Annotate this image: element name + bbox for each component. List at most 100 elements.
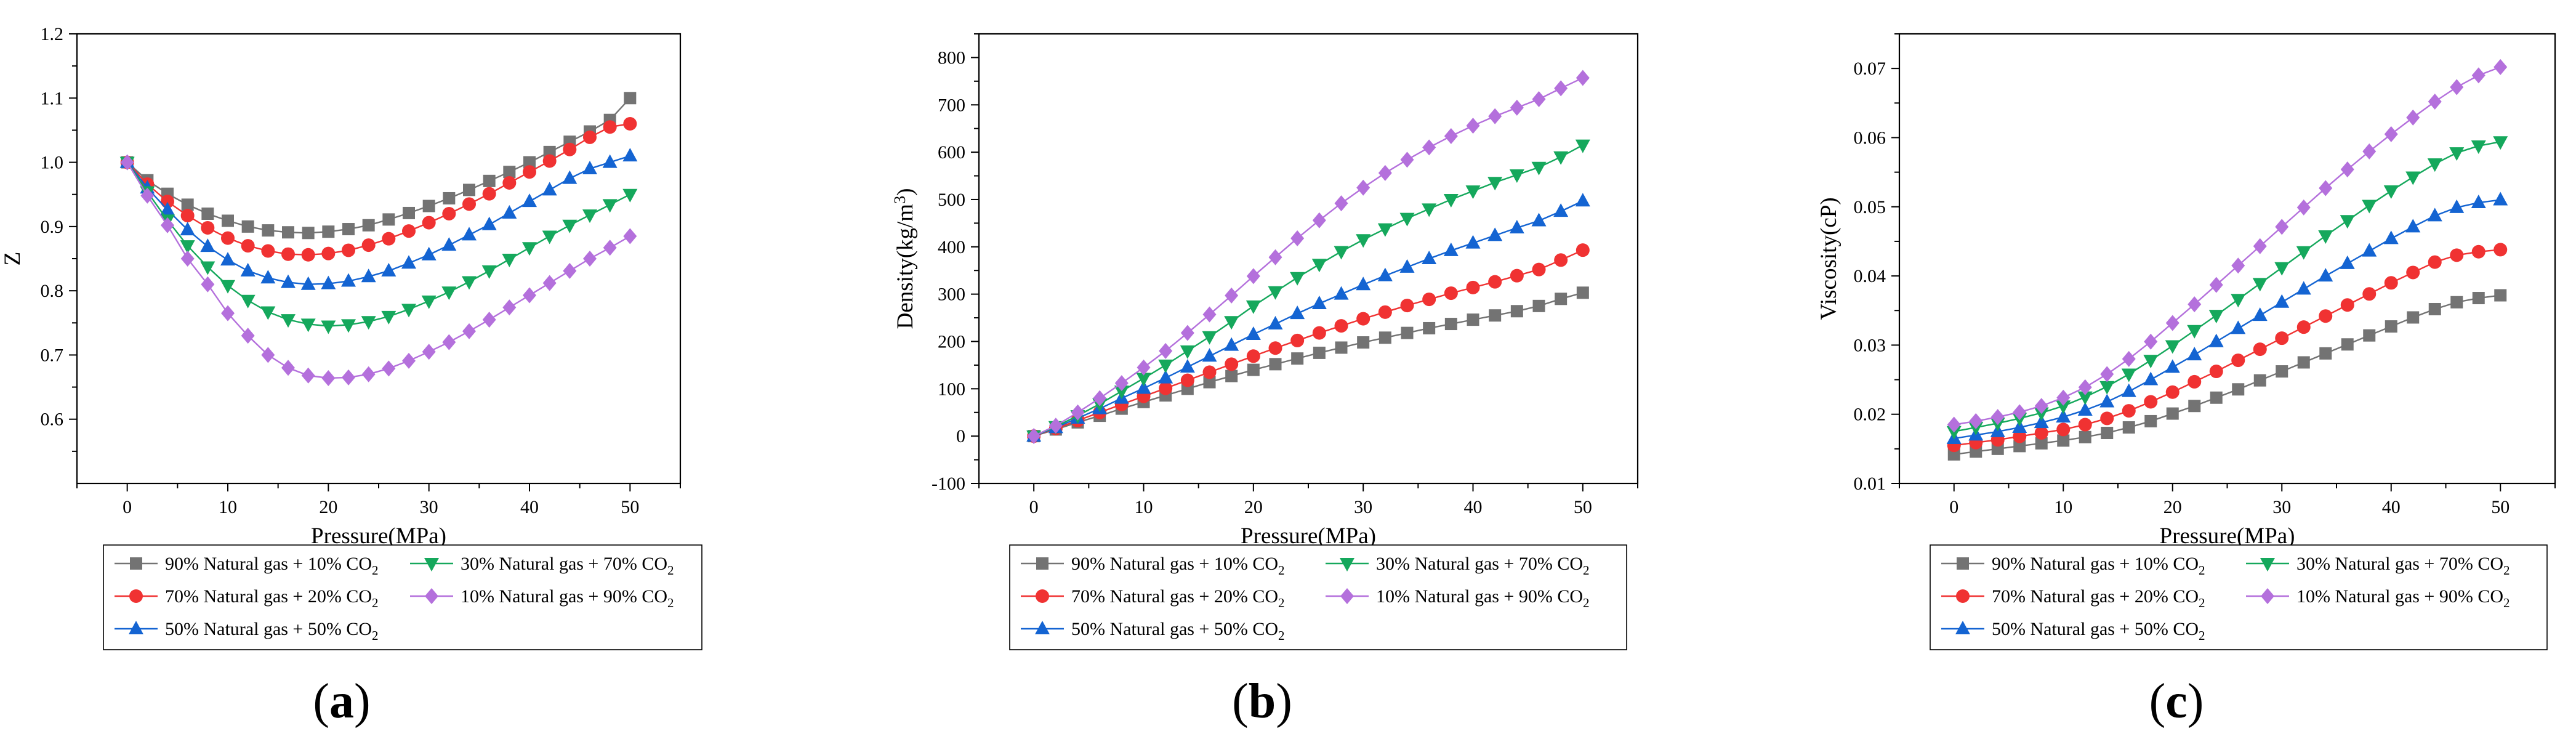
data-point-s10 <box>180 251 195 267</box>
data-point-s70 <box>1225 357 1239 371</box>
data-point-s30 <box>2143 355 2159 369</box>
data-point-s90 <box>2101 427 2114 440</box>
y-tick-label: 0.03 <box>1854 335 1886 355</box>
data-point-s10 <box>342 369 355 386</box>
legend-label-subscript: 2 <box>667 596 674 610</box>
data-point-s70 <box>2471 244 2485 259</box>
data-point-s30 <box>602 199 618 213</box>
data-point-s50 <box>2274 294 2290 308</box>
legend-frame <box>103 544 702 650</box>
legend-swatch-marker-s30 <box>424 558 439 571</box>
data-point-s30 <box>2405 171 2421 185</box>
data-point-s10 <box>1114 375 1129 392</box>
series-s10 <box>1947 59 2508 433</box>
x-axis-title: Pressure(MPa) <box>311 523 446 549</box>
series-s30 <box>1946 136 2508 440</box>
data-point-s50 <box>2165 359 2180 373</box>
data-point-s90 <box>1357 336 1370 349</box>
data-point-s50 <box>1268 316 1283 330</box>
x-tick-label: 40 <box>1464 497 1483 517</box>
legend-swatch-marker-s70 <box>1956 589 1970 603</box>
data-point-s30 <box>1356 234 1371 248</box>
legend-label-main: 10% Natural gas + 90% CO <box>2296 586 2503 607</box>
legend-label-main: 70% Natural gas + 20% CO <box>165 586 372 607</box>
data-point-s50 <box>1224 337 1239 351</box>
legend-label-main: 50% Natural gas + 50% CO <box>1071 619 1278 639</box>
y-axis-title-main: Density(kg/m <box>893 204 918 329</box>
data-point-s50 <box>1290 305 1305 320</box>
data-point-s90 <box>1467 313 1479 326</box>
data-point-s70 <box>321 246 336 260</box>
x-tick-label: 0 <box>1949 497 1958 517</box>
series-line-s10 <box>1954 66 2501 426</box>
data-point-s50 <box>622 148 638 162</box>
data-point-s10 <box>2275 219 2289 235</box>
data-point-s30 <box>240 294 256 309</box>
data-point-s30 <box>1946 426 1962 440</box>
data-point-s90 <box>1203 376 1216 389</box>
legend-label-main: 50% Natural gas + 50% CO <box>1992 619 2199 639</box>
data-point-s10 <box>2471 67 2485 84</box>
series-s90 <box>121 92 637 240</box>
y-tick-label: 600 <box>938 142 965 163</box>
data-point-s10 <box>2144 333 2158 350</box>
y-axis-title: Z <box>0 252 25 266</box>
data-point-s90 <box>463 184 475 196</box>
x-tick-label: 50 <box>2491 497 2510 517</box>
data-point-s10 <box>1422 139 1436 156</box>
series-s50 <box>1946 192 2508 444</box>
data-point-s50 <box>2296 281 2311 295</box>
series-s70 <box>120 117 637 262</box>
data-point-s90 <box>2428 302 2441 315</box>
legend-swatch-marker-s90 <box>1036 557 1049 570</box>
panel-caption-open: ( <box>1232 674 1249 729</box>
data-point-s10 <box>1400 151 1414 168</box>
data-point-s90 <box>282 226 294 239</box>
data-point-s10 <box>1947 416 1961 433</box>
chart-panel-b: 0 10 20 30 40 50 -100 0 100 200 300 400 500 600 700 800… <box>891 33 1639 729</box>
data-point-s90 <box>2253 374 2266 387</box>
data-point-s10 <box>523 287 536 304</box>
data-point-s70 <box>261 244 275 258</box>
data-point-s70 <box>563 142 577 156</box>
data-point-s70 <box>2165 385 2180 399</box>
legend-swatch-marker-s10 <box>425 588 438 604</box>
legend-label-s90: 90% Natural gas + 10% CO2 <box>1992 554 2205 578</box>
data-point-s50 <box>421 246 437 260</box>
data-point-s50 <box>1136 380 1151 394</box>
data-point-s10 <box>2122 350 2136 367</box>
data-point-s50 <box>2362 243 2377 257</box>
legend-label-subscript: 2 <box>2199 628 2205 643</box>
data-point-s90 <box>2363 329 2376 342</box>
data-point-s30 <box>2493 136 2508 150</box>
data-point-s70 <box>1576 243 1590 257</box>
data-point-s30 <box>1136 373 1151 387</box>
data-point-s10 <box>1049 418 1063 434</box>
x-tick-label: 40 <box>2382 497 2401 517</box>
data-point-s90 <box>181 198 194 211</box>
data-point-s50 <box>602 154 618 168</box>
data-point-s70 <box>2362 287 2377 301</box>
series-line-s30 <box>1033 144 1584 437</box>
data-point-s90 <box>262 224 275 237</box>
data-point-s70 <box>301 248 315 262</box>
data-point-s70 <box>2188 374 2202 389</box>
data-point-s50 <box>562 170 578 184</box>
data-point-s50 <box>361 269 376 283</box>
data-point-s70 <box>2209 365 2223 379</box>
y-tick-label: 300 <box>938 285 965 305</box>
data-point-s10 <box>1137 359 1151 376</box>
data-point-s90 <box>403 206 415 219</box>
y-tick-label: 100 <box>938 379 965 399</box>
data-point-s50 <box>2208 333 2224 347</box>
data-point-s70 <box>422 216 436 230</box>
y-tick-label: 400 <box>938 237 965 257</box>
data-point-s50 <box>1487 227 1503 241</box>
x-tick-label: 30 <box>1354 497 1372 517</box>
x-tick-label: 30 <box>2272 497 2291 517</box>
data-point-s10 <box>1202 306 1217 323</box>
data-point-s70 <box>1180 373 1194 387</box>
data-point-s90 <box>1291 352 1304 365</box>
data-point-s70 <box>180 209 195 223</box>
